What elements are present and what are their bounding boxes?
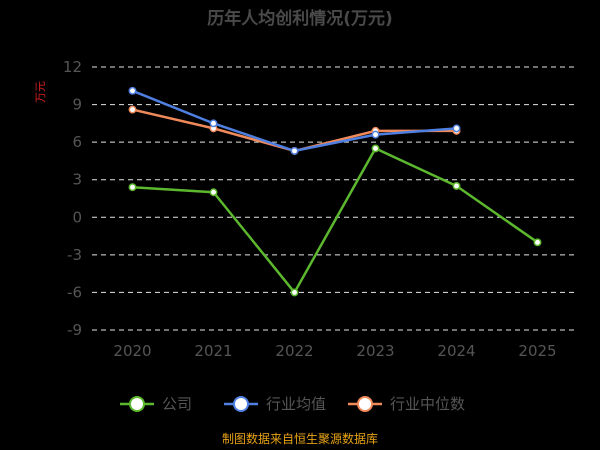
data-point [209, 188, 218, 197]
legend: 公司 行业均值 行业中位数 [120, 395, 465, 413]
y-axis-ticks: 12 9 6 3 0 -3 -6 -9 [63, 58, 82, 339]
y-tick-label: 9 [72, 96, 82, 114]
y-tick-label: 3 [72, 171, 82, 189]
series-lines [128, 86, 542, 297]
series-2 [128, 105, 461, 155]
legend-label: 行业中位数 [390, 395, 465, 413]
y-tick-label: 0 [72, 208, 82, 226]
data-point [209, 119, 218, 128]
y-tick-label: -6 [67, 283, 82, 301]
data-point [371, 144, 380, 153]
y-tick-label: -3 [67, 246, 82, 264]
y-axis-label-group: 万元 [34, 81, 47, 103]
legend-label: 行业均值 [266, 395, 326, 413]
series-line [131, 147, 539, 294]
x-tick-label: 2022 [275, 342, 313, 360]
legend-item: 行业均值 [224, 395, 326, 413]
x-tick-label: 2023 [356, 342, 394, 360]
chart-title: 历年人均创利情况(万元) [207, 8, 393, 29]
data-point [452, 182, 461, 190]
y-tick-label: 12 [63, 58, 82, 76]
data-point [128, 105, 137, 114]
data-point [290, 288, 299, 297]
y-tick-label: -9 [67, 321, 82, 339]
legend-label: 公司 [162, 395, 192, 413]
data-point [533, 238, 542, 247]
legend-item: 行业中位数 [348, 395, 465, 413]
data-point [452, 124, 461, 133]
data-point [290, 146, 299, 155]
x-tick-label: 2025 [518, 342, 556, 360]
y-axis-label: 万元 [34, 81, 47, 103]
x-tick-label: 2024 [437, 342, 475, 360]
series-line [131, 108, 458, 153]
x-tick-label: 2021 [194, 342, 232, 360]
data-point [128, 183, 137, 192]
x-tick-label: 2020 [113, 342, 151, 360]
series-1 [128, 86, 461, 155]
source-note: 制图数据来自恒生聚源数据库 [222, 431, 378, 446]
legend-marker [357, 396, 373, 412]
gridlines [92, 66, 578, 331]
legend-marker [129, 396, 145, 412]
legend-item: 公司 [120, 395, 192, 413]
y-tick-label: 6 [72, 133, 82, 151]
legend-marker [233, 396, 249, 412]
x-axis-ticks: 2020 2021 2022 2023 2024 2025 [113, 342, 556, 360]
data-point [371, 130, 380, 139]
series-0 [128, 144, 542, 297]
data-point [128, 86, 137, 95]
